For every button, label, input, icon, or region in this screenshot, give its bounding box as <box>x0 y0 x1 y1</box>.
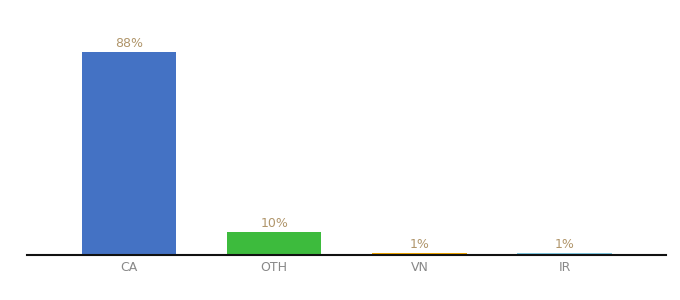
Bar <box>82 52 176 255</box>
Text: 1%: 1% <box>409 238 429 251</box>
Text: 88%: 88% <box>115 37 143 50</box>
Bar <box>227 232 322 255</box>
Bar <box>517 253 612 255</box>
Bar <box>372 253 466 255</box>
Text: 10%: 10% <box>260 217 288 230</box>
Text: 1%: 1% <box>555 238 575 251</box>
